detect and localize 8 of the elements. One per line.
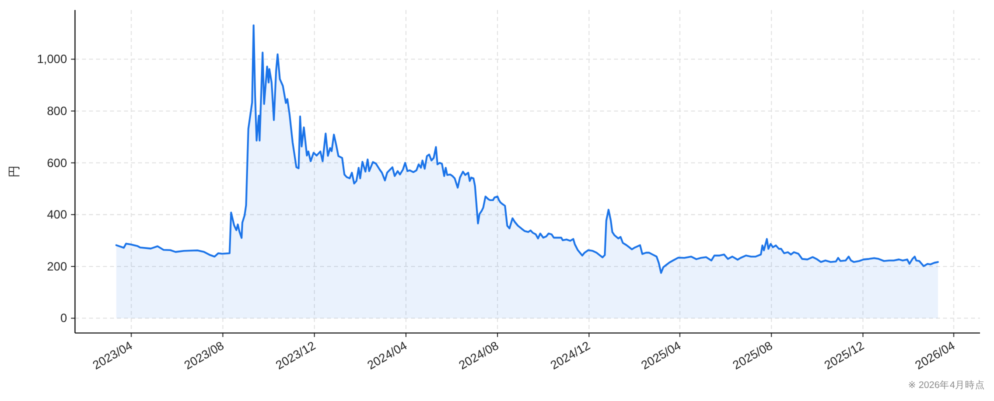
y-tick-label: 600 bbox=[46, 156, 68, 170]
y-tick-label: 800 bbox=[46, 104, 68, 118]
y-tick-label: 1,000 bbox=[36, 52, 68, 66]
text: ※ 2026年4月時点 bbox=[908, 379, 985, 391]
y-tick-label: 200 bbox=[46, 259, 68, 274]
y-axis-title: 円 bbox=[7, 166, 21, 178]
y-tick-label: 400 bbox=[46, 208, 68, 222]
y-tick-label: 0 bbox=[60, 311, 68, 326]
